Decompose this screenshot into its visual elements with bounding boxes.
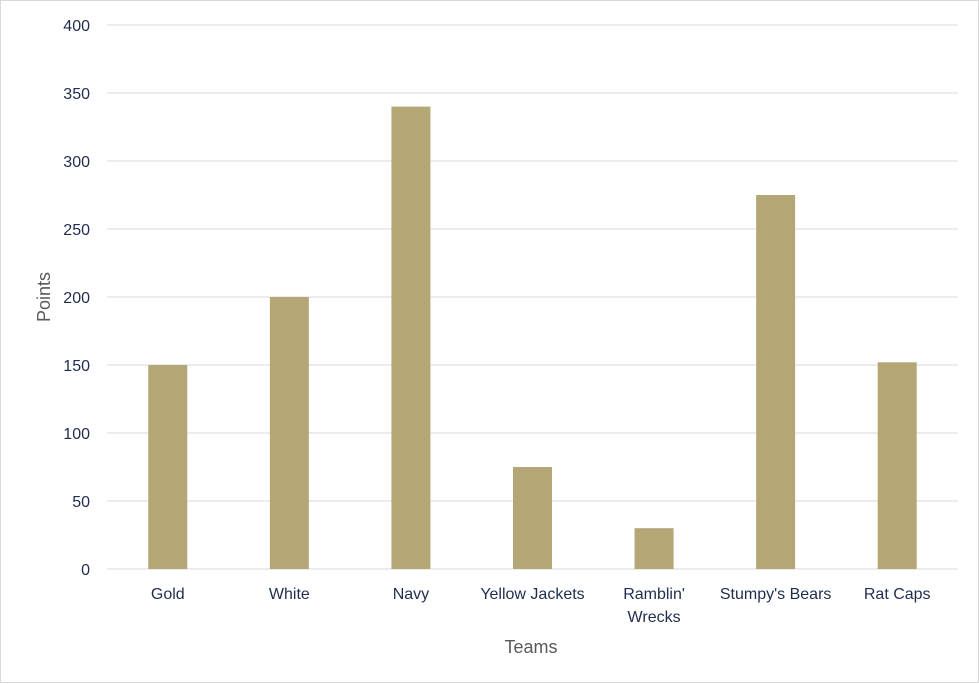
x-tick-label: Stumpy's Bears [720, 586, 832, 603]
bar-stumpy-s-bears [756, 195, 796, 569]
y-tick-label: 300 [63, 154, 90, 171]
y-tick-label: 150 [63, 358, 90, 375]
x-tick-label: White [269, 586, 310, 603]
y-tick-label: 250 [63, 222, 90, 239]
y-tick-label: 100 [63, 426, 90, 443]
x-tick-label: Rat Caps [864, 586, 931, 603]
x-tick-labels: Gold White Navy Yellow Jackets Ramblin' Wreck… [151, 586, 931, 626]
bar-yellow-jackets [513, 467, 552, 569]
x-tick-label: Yellow Jackets [480, 586, 584, 603]
x-tick-label: Gold [151, 586, 185, 603]
y-tick-labels: 0 50 100 150 200 250 300 350 400 [63, 18, 90, 579]
y-tick-label: 200 [63, 290, 90, 307]
x-axis-title: Teams [504, 637, 557, 657]
bar-white [269, 297, 309, 569]
gridlines [107, 24, 958, 570]
y-tick-label: 350 [63, 86, 90, 103]
x-tick-label: Navy [393, 586, 429, 603]
bar-ramblin-wrecks [634, 528, 674, 569]
x-tick-label: Ramblin' [623, 586, 685, 603]
bar-gold [148, 365, 188, 569]
y-tick-label: 0 [81, 562, 90, 579]
bar-rat-caps [877, 362, 917, 569]
y-tick-label: 50 [72, 494, 90, 511]
bar-navy [391, 106, 431, 569]
x-tick-label: Wrecks [628, 609, 681, 626]
y-tick-label: 400 [63, 18, 90, 35]
bars [148, 106, 917, 569]
y-axis-title: Points [34, 272, 54, 322]
